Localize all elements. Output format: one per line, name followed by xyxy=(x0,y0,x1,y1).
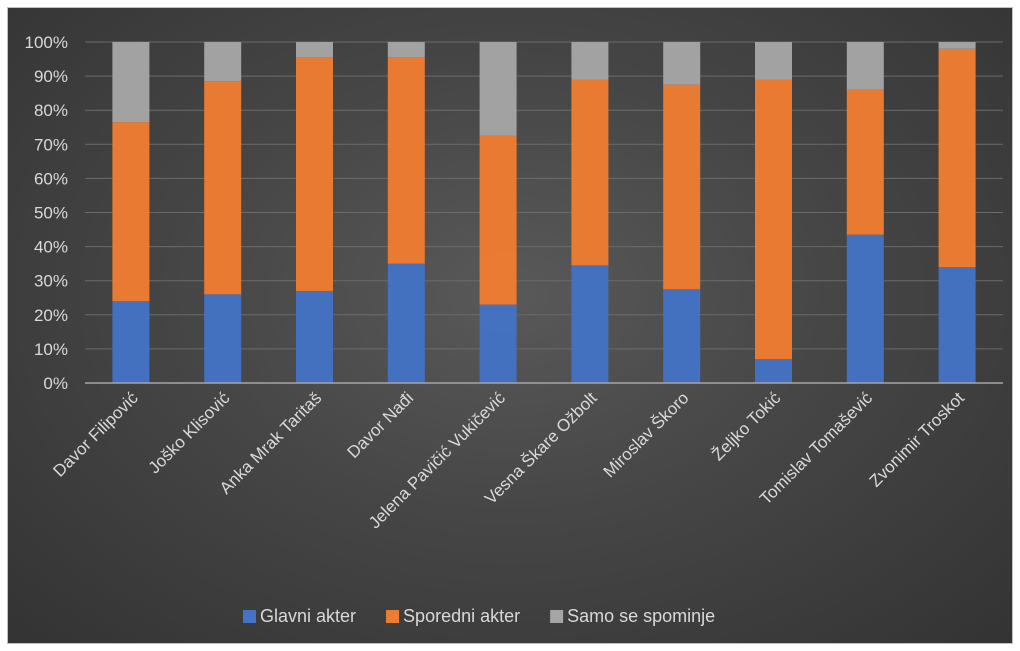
bar-segment xyxy=(204,42,242,82)
bar-segment xyxy=(296,42,333,58)
y-tick-label: 90% xyxy=(34,67,68,86)
bar-segment xyxy=(387,42,425,58)
x-category-label: Davor Nađi xyxy=(344,388,418,462)
legend-label: Sporedni akter xyxy=(403,606,520,626)
chart-area: 0% 10% 20% 30% 40% 50% 60% 70% 80% 90% 100% Davor … xyxy=(7,7,1013,644)
legend-swatch xyxy=(386,610,400,623)
bar-segment xyxy=(846,89,884,235)
bar-segment xyxy=(479,135,517,305)
legend-swatch xyxy=(243,610,256,623)
legend: Glavni akter Sporedni akter Samo se spomin… xyxy=(243,606,715,626)
bar-segment xyxy=(663,84,701,290)
x-category-label: Davor Filipović xyxy=(49,388,142,481)
bar-segment xyxy=(938,42,976,49)
y-tick-label: 70% xyxy=(34,135,68,154)
y-tick-label: 30% xyxy=(34,272,68,291)
bar-segment xyxy=(479,42,517,136)
y-tick-label: 20% xyxy=(34,306,68,325)
bar-segment xyxy=(387,57,425,264)
bar-segment xyxy=(846,234,884,383)
bar-segment xyxy=(112,122,150,302)
bar-segment xyxy=(663,42,701,85)
bar-segment xyxy=(479,304,517,383)
bar-segment xyxy=(755,359,792,383)
y-tick-label: 100% xyxy=(25,33,68,52)
bar-segment xyxy=(571,79,609,266)
x-category-label: Zvonimir Troskot xyxy=(866,388,968,490)
bar-segment xyxy=(938,267,976,383)
x-category-label: Miroslav Škoro xyxy=(600,388,693,481)
y-tick-label: 50% xyxy=(34,204,68,223)
stacked-bar-chart: 0% 10% 20% 30% 40% 50% 60% 70% 80% 90% 100% Davor … xyxy=(25,33,1003,626)
bar-segment xyxy=(663,289,701,383)
bar-segment xyxy=(387,263,425,383)
bar-segment xyxy=(571,265,609,383)
x-category-label: Joško Klisović xyxy=(145,388,234,477)
bar-segment xyxy=(938,48,976,268)
y-tick-label: 40% xyxy=(34,238,68,257)
bar-segment xyxy=(571,42,609,80)
x-category-label: Željko Tokić xyxy=(708,388,784,464)
bar-segment xyxy=(112,42,150,123)
legend-swatch xyxy=(550,610,564,623)
bar-segment xyxy=(204,81,242,295)
y-tick-label: 0% xyxy=(43,374,68,393)
bar-segment xyxy=(204,294,242,383)
y-tick-label: 60% xyxy=(34,169,68,188)
legend-label: Glavni akter xyxy=(260,606,356,626)
bar-segment xyxy=(755,79,792,360)
bar-segment xyxy=(755,42,792,80)
legend-label: Samo se spominje xyxy=(567,606,715,626)
y-axis-tick-labels: 0% 10% 20% 30% 40% 50% 60% 70% 80% 90% 100% xyxy=(25,33,68,393)
x-category-label: Anka Mrak Taritaš xyxy=(216,388,325,497)
bar-segment xyxy=(112,301,150,383)
bars xyxy=(112,42,976,383)
bar-segment xyxy=(296,290,333,383)
y-tick-label: 80% xyxy=(34,101,68,120)
y-tick-label: 10% xyxy=(34,340,68,359)
bar-segment xyxy=(296,57,333,291)
bar-segment xyxy=(846,42,884,90)
